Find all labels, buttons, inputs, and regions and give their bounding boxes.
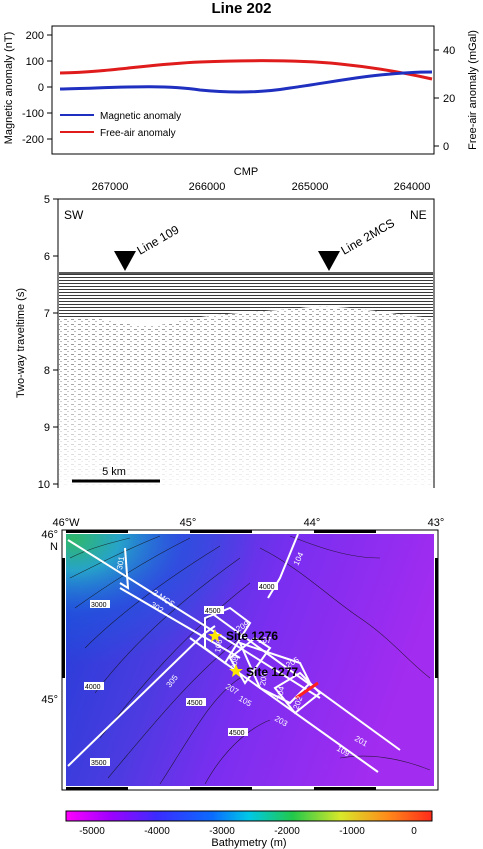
site-1277-label: Site 1277 <box>246 665 298 679</box>
line-301 <box>119 547 130 590</box>
cmp-axis: 267000 266000 265000 264000 <box>92 181 431 193</box>
line-label: 208 <box>229 655 240 670</box>
longitude-tick: 44° <box>304 517 321 529</box>
line-302 <box>119 587 241 659</box>
latitude-tick: 46° <box>41 529 58 541</box>
colorbar-label: Bathymetry (m) <box>211 837 286 849</box>
scale-bar-label: 5 km <box>102 466 126 478</box>
longitude-tick: 46°W <box>52 517 80 529</box>
legend-freeair: Free-air anomaly <box>100 128 176 139</box>
contour-label: 4500 <box>187 700 203 707</box>
traveltime-tick: 7 <box>44 308 50 320</box>
freeair-tick: 0 <box>443 141 449 153</box>
bathymetry-colorbar <box>65 810 433 822</box>
colorbar-tick: -1000 <box>339 826 365 837</box>
magnetic-tick: 200 <box>26 30 44 42</box>
contour-labels: 3000 4000 3500 4500 4500 4000 4500 <box>84 582 278 767</box>
magnetic-tick: -200 <box>22 134 44 146</box>
contour-label: 4000 <box>259 584 275 591</box>
colorbar-tick: -3000 <box>209 826 235 837</box>
line-2mcs <box>67 539 321 699</box>
magnetic-tick: 100 <box>26 56 44 68</box>
colorbar-tick: -5000 <box>79 826 105 837</box>
cmp-tick: 266000 <box>189 181 226 193</box>
longitude-tick: 43° <box>428 517 445 529</box>
magnetic-anomaly-curve <box>59 70 433 94</box>
latitude-tick: 45° <box>41 694 58 706</box>
colorbar-tick: -2000 <box>274 826 300 837</box>
figure-title: Line 202 <box>211 0 272 17</box>
magnetic-tick: 0 <box>38 82 44 94</box>
cmp-tick: 265000 <box>292 181 329 193</box>
line-label: 301 <box>115 555 126 570</box>
freeair-axis-label: Free-air anomaly (mGal) <box>467 30 479 150</box>
freeair-anomaly-curve <box>59 59 433 81</box>
survey-lines <box>67 533 401 773</box>
site-1276: Site 1276 <box>208 629 278 643</box>
longitude-axis: 46°W 45° 44° 43° <box>52 517 444 529</box>
freeair-tick: 20 <box>443 93 455 105</box>
traveltime-tick: 6 <box>44 251 50 263</box>
anomaly-legend: Magnetic anomaly Free-air anomaly <box>60 111 181 139</box>
contour-label: 4500 <box>229 730 245 737</box>
site-1277: Site 1277 <box>229 664 298 679</box>
seismic-section-panel: CMP 267000 266000 265000 264000 5 6 7 8 … <box>15 166 435 488</box>
traveltime-tick: 10 <box>38 479 50 488</box>
traveltime-tick: 5 <box>44 194 50 206</box>
longitude-tick: 45° <box>180 517 197 529</box>
line-boxes <box>204 606 322 715</box>
corner-sw: SW <box>64 208 84 222</box>
bathymetry-map-panel: 46°W 45° 44° 43° 46° N 45° <box>41 517 444 849</box>
contour-label: 4500 <box>205 608 221 615</box>
contour-label: 3500 <box>91 760 107 767</box>
shallow-area <box>66 534 434 786</box>
corner-ne: NE <box>410 208 427 222</box>
line-104 <box>267 533 299 599</box>
cmp-tick: 267000 <box>92 181 129 193</box>
anomaly-plot-frame <box>51 25 435 155</box>
line-label: 202 <box>291 695 304 711</box>
magnetic-tick: -100 <box>22 108 44 120</box>
magnetic-axis: 200 100 0 -100 -200 <box>22 30 52 146</box>
cmp-tick: 264000 <box>394 181 431 193</box>
colorbar-tick: 0 <box>411 826 417 837</box>
line-label: 206 <box>258 671 269 686</box>
traveltime-tick: 8 <box>44 365 50 377</box>
latitude-axis: 46° N 45° <box>41 529 58 706</box>
colorbar-axis: -5000 -4000 -3000 -2000 -1000 0 <box>79 826 417 837</box>
seismic-fade <box>59 363 433 485</box>
traveltime-axis: 5 6 7 8 9 10 <box>38 194 58 488</box>
colorbar-tick: -4000 <box>144 826 170 837</box>
latitude-tick: N <box>50 541 58 553</box>
contour-label: 4000 <box>85 684 101 691</box>
traveltime-tick: 9 <box>44 422 50 434</box>
line-202-segment <box>295 681 319 700</box>
line-label: 204 <box>275 685 286 700</box>
site-1277-star-icon <box>229 664 243 677</box>
freeair-tick: 40 <box>443 45 455 57</box>
site-1276-label: Site 1276 <box>226 629 278 643</box>
site-1276-star-icon <box>208 629 222 642</box>
magnetic-axis-label: Magnetic anomaly (nT) <box>3 32 15 145</box>
freeair-axis: 40 20 0 <box>434 45 455 153</box>
line-label: 106 <box>213 638 224 653</box>
line-2mcs-marker <box>318 251 340 271</box>
legend-magnetic: Magnetic anomaly <box>100 111 181 122</box>
traveltime-axis-label: Two-way traveltime (s) <box>15 288 27 398</box>
line-109-marker <box>114 251 136 271</box>
anomaly-profile-panel: 200 100 0 -100 -200 Magnetic anomaly (nT… <box>3 25 479 155</box>
cmp-axis-title: CMP <box>234 166 258 178</box>
contour-label: 3000 <box>91 602 107 609</box>
line-label: 107 <box>258 636 272 645</box>
